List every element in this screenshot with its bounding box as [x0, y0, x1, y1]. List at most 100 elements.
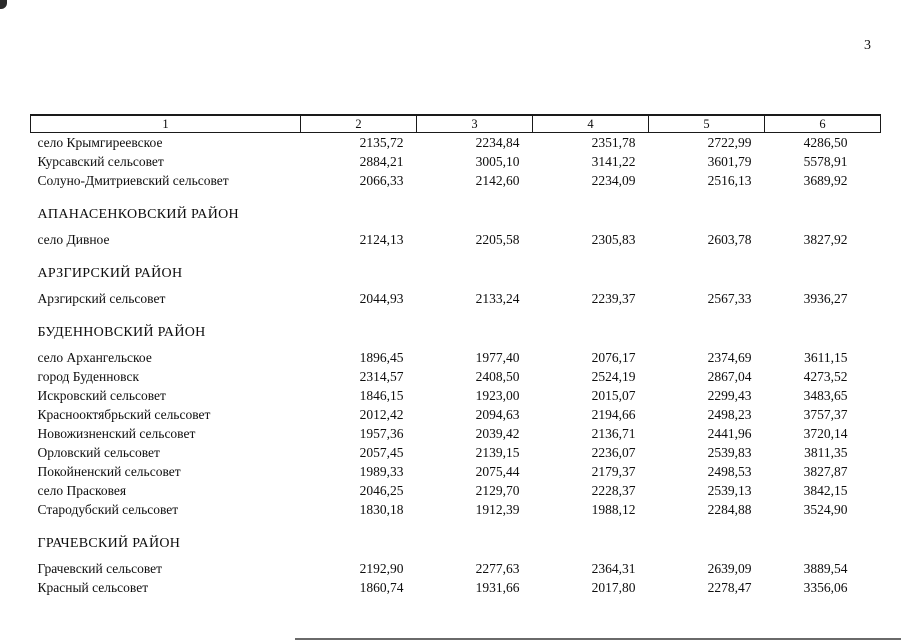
territory-name: Стародубский сельсовет [37, 502, 179, 517]
tariff-value: 3936,27 [803, 291, 848, 306]
tariff-value: 2012,42 [359, 407, 404, 422]
tariff-value: 4286,50 [803, 135, 848, 150]
tariff-value: 4273,52 [803, 369, 848, 384]
tariff-value: 2441,96 [707, 426, 752, 441]
tariff-value: 2124,13 [359, 232, 404, 247]
tariff-value: 2867,04 [707, 369, 752, 384]
tariff-value: 2277,63 [475, 561, 520, 576]
tariff-value: 3611,15 [804, 350, 848, 365]
tariff-value: 2129,70 [475, 483, 520, 498]
table-row: Новожизненский сельсовет 1957,36 2039,42 21… [31, 424, 881, 443]
territory-name: село Прасковея [37, 483, 127, 498]
territory-name: Покойненский сельсовет [37, 464, 181, 479]
page-number: 3 [864, 38, 871, 53]
table-row: город Буденновск 2314,57 2408,50 2524,19 286… [31, 367, 881, 386]
table-row: Курсавский сельсовет 2884,21 3005,10 3141,2… [31, 152, 881, 171]
tariff-value: 2539,83 [707, 445, 752, 460]
tariff-value: 2017,80 [591, 580, 636, 595]
tariff-value: 2408,50 [475, 369, 520, 384]
tariff-value: 2374,69 [707, 350, 752, 365]
tariff-value: 2236,07 [591, 445, 636, 460]
tariff-value: 2299,43 [707, 388, 752, 403]
table-row: Стародубский сельсовет 1830,18 1912,39 1988… [31, 500, 881, 519]
territory-name: Орловский сельсовет [37, 445, 160, 460]
tariff-value: 3356,06 [803, 580, 848, 595]
scan-artifact [0, 0, 7, 9]
tariff-value: 2305,83 [591, 232, 636, 247]
tariff-value: 2075,44 [475, 464, 520, 479]
section-title: АПАНАСЕНКОВСКИЙ РАЙОН [37, 207, 239, 222]
section-title-row: АПАНАСЕНКОВСКИЙ РАЙОН [31, 200, 881, 230]
territory-name: Грачевский сельсовет [37, 561, 163, 576]
tariff-value: 2136,71 [591, 426, 636, 441]
territory-name: село Архангельское [37, 350, 152, 365]
territory-name: Искровский сельсовет [37, 388, 166, 403]
table-row: село Архангельское 1896,45 1977,40 2076,17 2… [31, 348, 881, 367]
territory-name: село Крымгиреевское [37, 135, 163, 150]
tariff-value: 2539,13 [707, 483, 752, 498]
tariff-value: 2046,25 [359, 483, 404, 498]
tariff-value: 1989,33 [359, 464, 404, 479]
tariff-value: 3141,22 [591, 154, 636, 169]
tariff-value: 2133,24 [475, 291, 520, 306]
tariff-value: 1830,18 [359, 502, 404, 517]
table-row: Красный сельсовет 1860,74 1931,66 2017,80 22… [31, 578, 881, 597]
column-header: 1 [30, 114, 301, 133]
table-row: Грачевский сельсовет 2192,90 2277,63 2364,3… [31, 559, 881, 578]
tariff-value: 2205,58 [475, 232, 520, 247]
section-title-row: ГРАЧЕВСКИЙ РАЙОН [31, 529, 881, 559]
tariff-value: 2076,17 [591, 350, 636, 365]
tariff-value: 5578,91 [803, 154, 848, 169]
column-header: 3 [416, 114, 533, 133]
tariff-value: 2228,37 [591, 483, 636, 498]
tariff-value: 2039,42 [475, 426, 520, 441]
tariff-value: 3827,92 [803, 232, 848, 247]
tariff-value: 3689,92 [803, 173, 848, 188]
tariff-value: 2498,23 [707, 407, 752, 422]
section-gap [31, 190, 881, 200]
tariff-value: 2094,63 [475, 407, 520, 422]
tariff-value: 2884,21 [359, 154, 404, 169]
section-title: АРЗГИРСКИЙ РАЙОН [37, 266, 183, 281]
tariff-value: 2234,09 [591, 173, 636, 188]
tariff-value: 1931,66 [475, 580, 520, 595]
table-header: 1 2 3 4 5 6 [30, 114, 881, 133]
scan-artifact [295, 638, 901, 640]
tariff-value: 3827,87 [803, 464, 848, 479]
tariff-value: 2351,78 [591, 135, 636, 150]
section-title: ГРАЧЕВСКИЙ РАЙОН [37, 536, 181, 551]
tariff-value: 2314,57 [359, 369, 404, 384]
tariff-value: 1988,12 [591, 502, 636, 517]
tariff-value: 2135,72 [359, 135, 404, 150]
tariff-value: 3811,35 [804, 445, 848, 460]
tariff-value: 3524,90 [803, 502, 848, 517]
tariff-value: 2192,90 [359, 561, 404, 576]
header-row: 1 2 3 4 5 6 [30, 114, 881, 133]
column-header: 2 [300, 114, 417, 133]
section-title-row: БУДЕННОВСКИЙ РАЙОН [31, 318, 881, 348]
tariff-table: 1 2 3 4 5 6 село Крымгиреевское 2135,72 22… [30, 114, 881, 597]
tariff-value: 2603,78 [707, 232, 752, 247]
tariff-value: 2524,19 [591, 369, 636, 384]
territory-name: Солуно-Дмитриевский сельсовет [37, 173, 229, 188]
tariff-value: 3889,54 [803, 561, 848, 576]
tariff-value: 2498,53 [707, 464, 752, 479]
tariff-value: 3720,14 [803, 426, 848, 441]
tariff-value: 1860,74 [359, 580, 404, 595]
tariff-value: 2194,66 [591, 407, 636, 422]
column-header: 6 [764, 114, 881, 133]
tariff-value: 2284,88 [707, 502, 752, 517]
territory-name: город Буденновск [37, 369, 140, 384]
tariff-value: 1896,45 [359, 350, 404, 365]
tariff-value: 3601,79 [707, 154, 752, 169]
table-body: село Крымгиреевское 2135,72 2234,84 2351,78… [31, 133, 881, 598]
table-row: Орловский сельсовет 2057,45 2139,15 2236,07… [31, 443, 881, 462]
tariff-value: 1957,36 [359, 426, 404, 441]
tariff-value: 2639,09 [707, 561, 752, 576]
territory-name: Арзгирский сельсовет [37, 291, 166, 306]
tariff-value: 3757,37 [803, 407, 848, 422]
tariff-value: 2142,60 [475, 173, 520, 188]
tariff-value: 2239,37 [591, 291, 636, 306]
tariff-value: 2179,37 [591, 464, 636, 479]
